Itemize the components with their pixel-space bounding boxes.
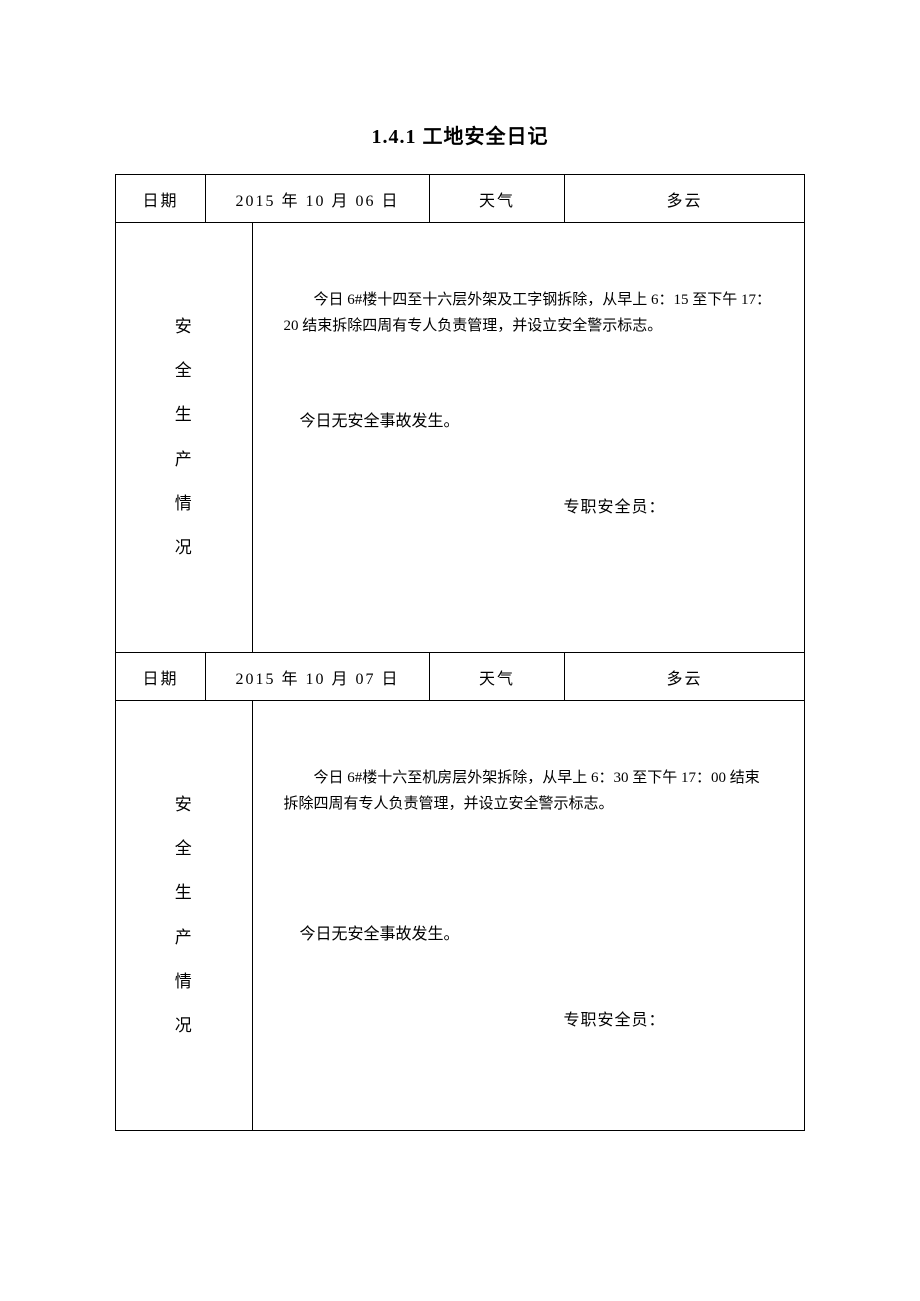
content-cell: 今日 6#楼十六至机房层外架拆除，从早上 6：30 至下午 17：00 结束拆除…: [253, 701, 805, 1131]
weather-value: 多云: [565, 175, 805, 223]
signer-label: 专职安全员：: [283, 1008, 774, 1034]
side-label: 安全生产情况: [116, 701, 253, 1131]
date-label: 日期: [116, 653, 206, 701]
content-cell: 今日 6#楼十四至十六层外架及工字钢拆除，从早上 6：15 至下午 17：20 …: [253, 223, 805, 653]
page-title: 1.4.1 工地安全日记: [115, 120, 805, 149]
entry-description: 今日 6#楼十六至机房层外架拆除，从早上 6：30 至下午 17：00 结束拆除…: [283, 766, 774, 817]
weather-value: 多云: [565, 653, 805, 701]
entry-body-row: 安全生产情况 今日 6#楼十六至机房层外架拆除，从早上 6：30 至下午 17：…: [116, 701, 805, 1131]
weather-label: 天气: [430, 175, 565, 223]
no-accident-text: 今日无安全事故发生。: [283, 922, 774, 948]
side-label-text: 安全生产情况: [124, 305, 244, 570]
entry-description: 今日 6#楼十四至十六层外架及工字钢拆除，从早上 6：15 至下午 17：20 …: [283, 288, 774, 339]
entry-body-row: 安全生产情况 今日 6#楼十四至十六层外架及工字钢拆除，从早上 6：15 至下午…: [116, 223, 805, 653]
side-label: 安全生产情况: [116, 223, 253, 653]
date-label: 日期: [116, 175, 206, 223]
date-value: 2015 年 10 月 07 日: [206, 653, 430, 701]
safety-log-table: 日期 2015 年 10 月 06 日 天气 多云 安全生产情况 今日 6#楼十…: [115, 174, 805, 1131]
signer-label: 专职安全员：: [283, 495, 774, 521]
no-accident-text: 今日无安全事故发生。: [283, 409, 774, 435]
side-label-text: 安全生产情况: [124, 783, 244, 1048]
weather-label: 天气: [430, 653, 565, 701]
entry-header-row: 日期 2015 年 10 月 07 日 天气 多云: [116, 653, 805, 701]
entry-header-row: 日期 2015 年 10 月 06 日 天气 多云: [116, 175, 805, 223]
date-value: 2015 年 10 月 06 日: [206, 175, 430, 223]
